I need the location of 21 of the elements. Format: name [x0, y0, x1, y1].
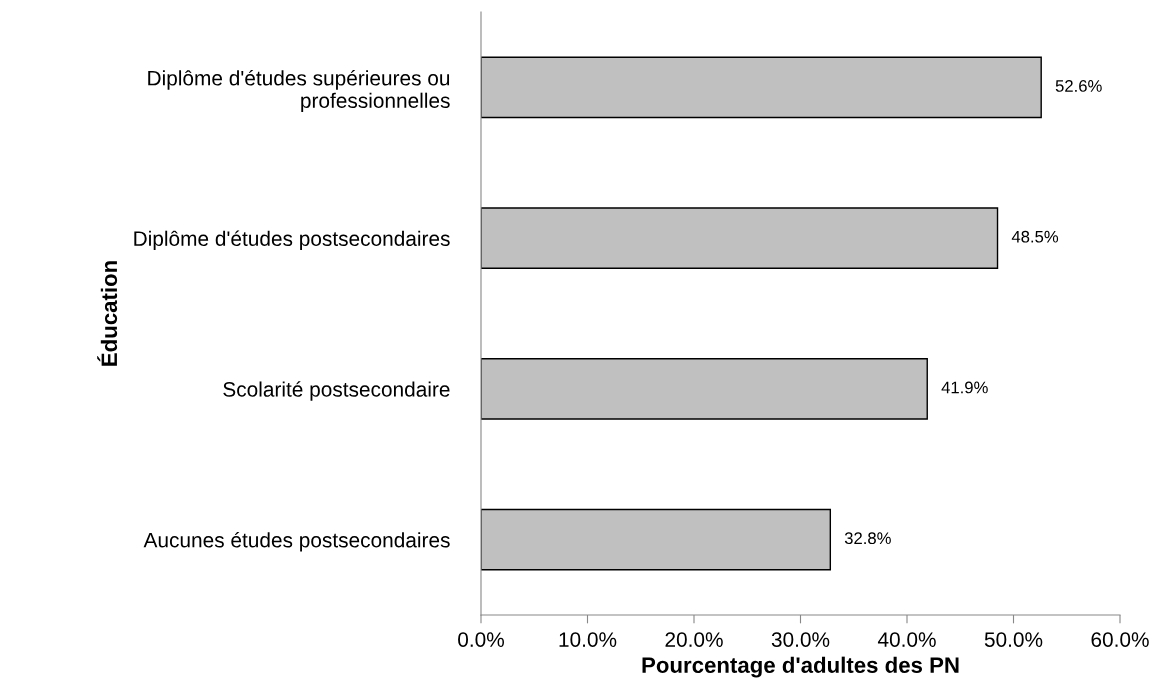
data-label: 32.8%: [844, 532, 891, 545]
x-tick-label: 50.0%: [984, 632, 1043, 647]
bar: [481, 508, 832, 571]
x-tick-label: 30.0%: [771, 632, 830, 647]
bar: [481, 358, 928, 420]
y-tick-label: Scolarité postsecondaire: [223, 381, 450, 401]
bar: [481, 56, 1042, 119]
y-tick-label: Diplôme d'études supérieures ou professionnelles: [148, 69, 450, 113]
data-label: 52.6%: [1055, 80, 1102, 92]
x-axis-title: Pourcentage d'adultes des PN: [642, 656, 959, 678]
y-axis-title: Éducation: [97, 261, 118, 366]
x-tick-label: 0.0%: [458, 632, 504, 647]
x-tick-label: 60.0%: [1091, 632, 1149, 647]
data-label: 41.9%: [941, 381, 988, 394]
x-tick-label: 40.0%: [877, 632, 936, 647]
x-tick-label: 10.0%: [559, 632, 617, 647]
data-label: 48.5%: [1011, 230, 1059, 243]
x-tick-label: 20.0%: [665, 632, 723, 647]
bar: [481, 207, 999, 269]
y-tick-label: Diplôme d'études postsecondaires: [134, 230, 450, 251]
y-tick-label: Aucunes études postsecondaires: [143, 531, 450, 552]
